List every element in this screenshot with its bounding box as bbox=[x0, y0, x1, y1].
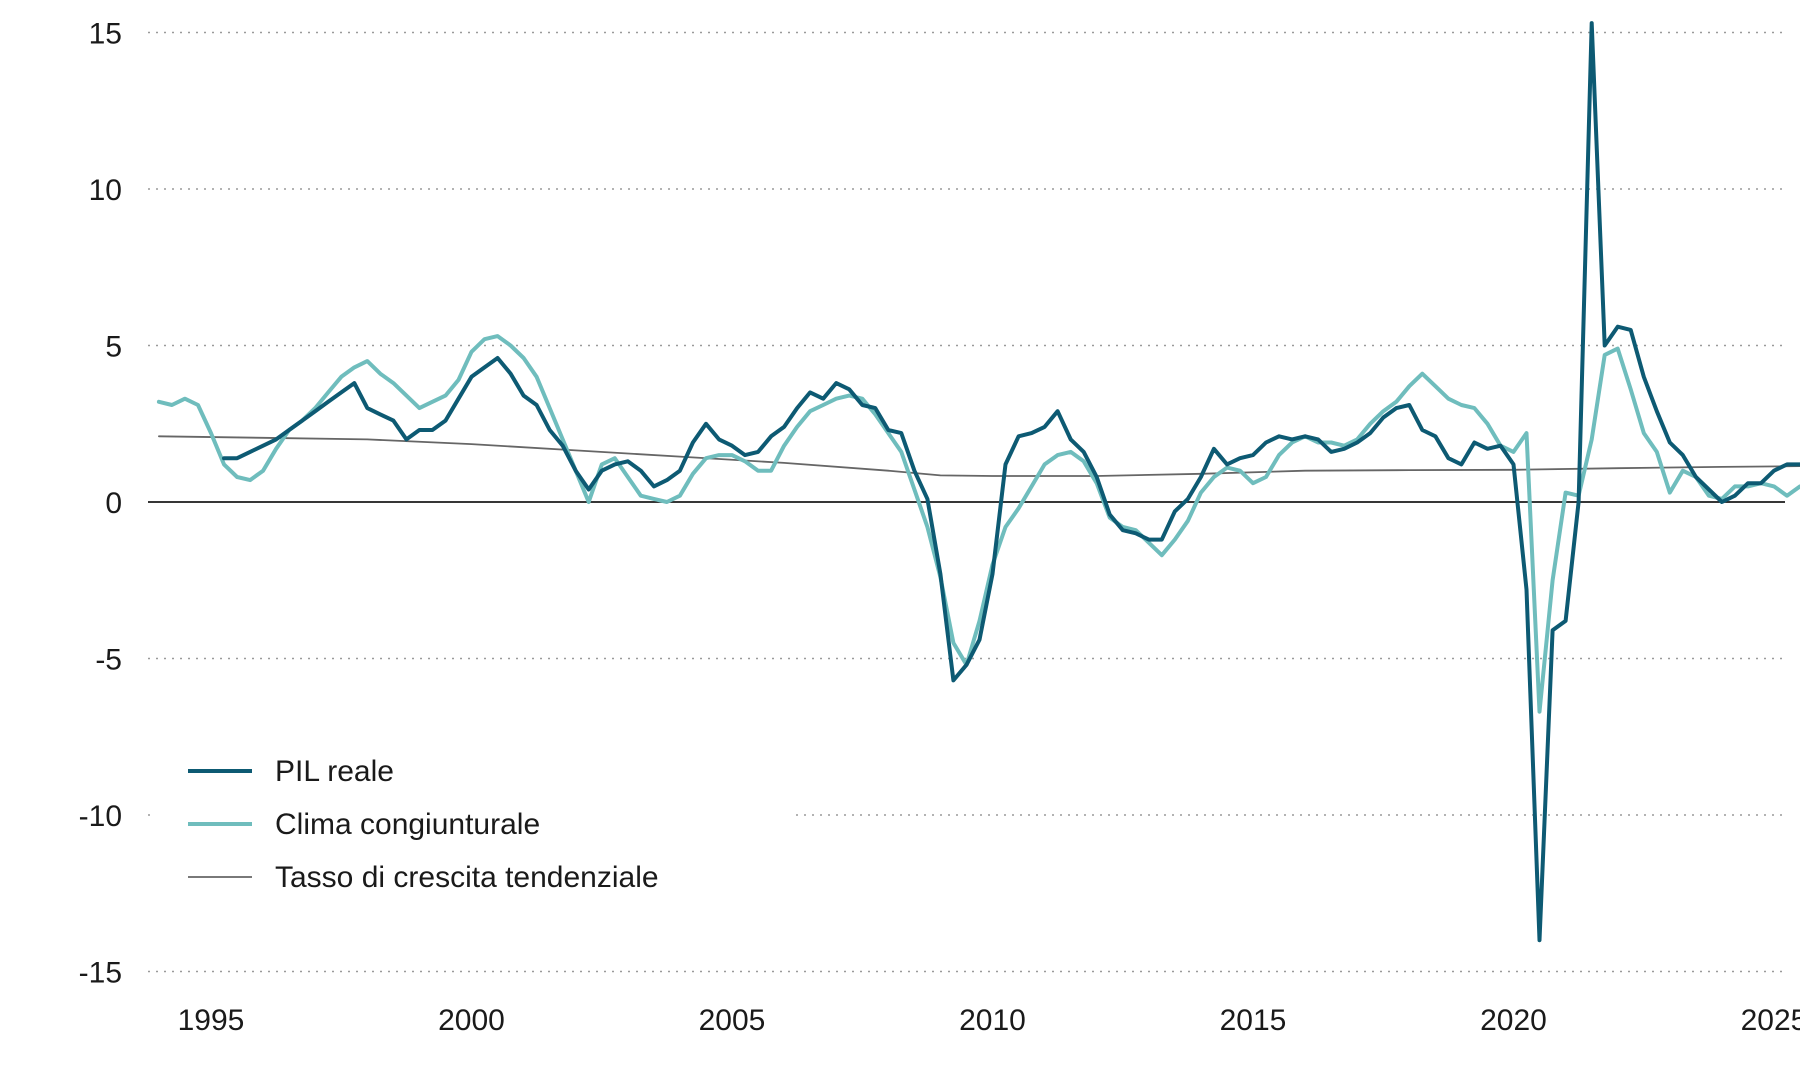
y-tick-label: 5 bbox=[105, 331, 122, 364]
y-tick-label: -15 bbox=[79, 957, 122, 990]
x-axis-ticks: 1995 2000 2005 2010 2015 2020 2025 bbox=[178, 1004, 1800, 1037]
y-tick-label: -5 bbox=[95, 644, 122, 677]
legend-label-clima-congiunturale: Clima congiunturale bbox=[275, 808, 540, 841]
y-tick-label: 10 bbox=[89, 174, 122, 207]
legend-label-pil-reale: PIL reale bbox=[275, 755, 394, 788]
x-tick-label: 2005 bbox=[699, 1004, 766, 1037]
x-tick-label: 2015 bbox=[1220, 1004, 1287, 1037]
legend-label-tasso-crescita: Tasso di crescita tendenziale bbox=[275, 861, 659, 894]
legend: PIL reale Clima congiunturale Tasso di c… bbox=[188, 755, 659, 894]
x-tick-label: 1995 bbox=[178, 1004, 245, 1037]
series-line-clima-congiunturale bbox=[156, 334, 1800, 714]
series-lines bbox=[156, 21, 1800, 943]
y-tick-label: 0 bbox=[105, 487, 122, 520]
legend-background bbox=[150, 742, 790, 922]
series-line-tasso-di-crescita-tendenziale bbox=[158, 435, 1800, 477]
y-tick-label: -10 bbox=[79, 800, 122, 833]
x-tick-label: 2010 bbox=[959, 1004, 1026, 1037]
x-tick-label: 2025 bbox=[1741, 1004, 1800, 1037]
x-tick-label: 2020 bbox=[1480, 1004, 1547, 1037]
y-axis-ticks: 15 10 5 0 -5 -10 -15 bbox=[79, 18, 122, 990]
y-tick-label: 15 bbox=[89, 18, 122, 51]
series-line-pil-reale bbox=[222, 21, 1800, 943]
x-tick-label: 2000 bbox=[438, 1004, 505, 1037]
